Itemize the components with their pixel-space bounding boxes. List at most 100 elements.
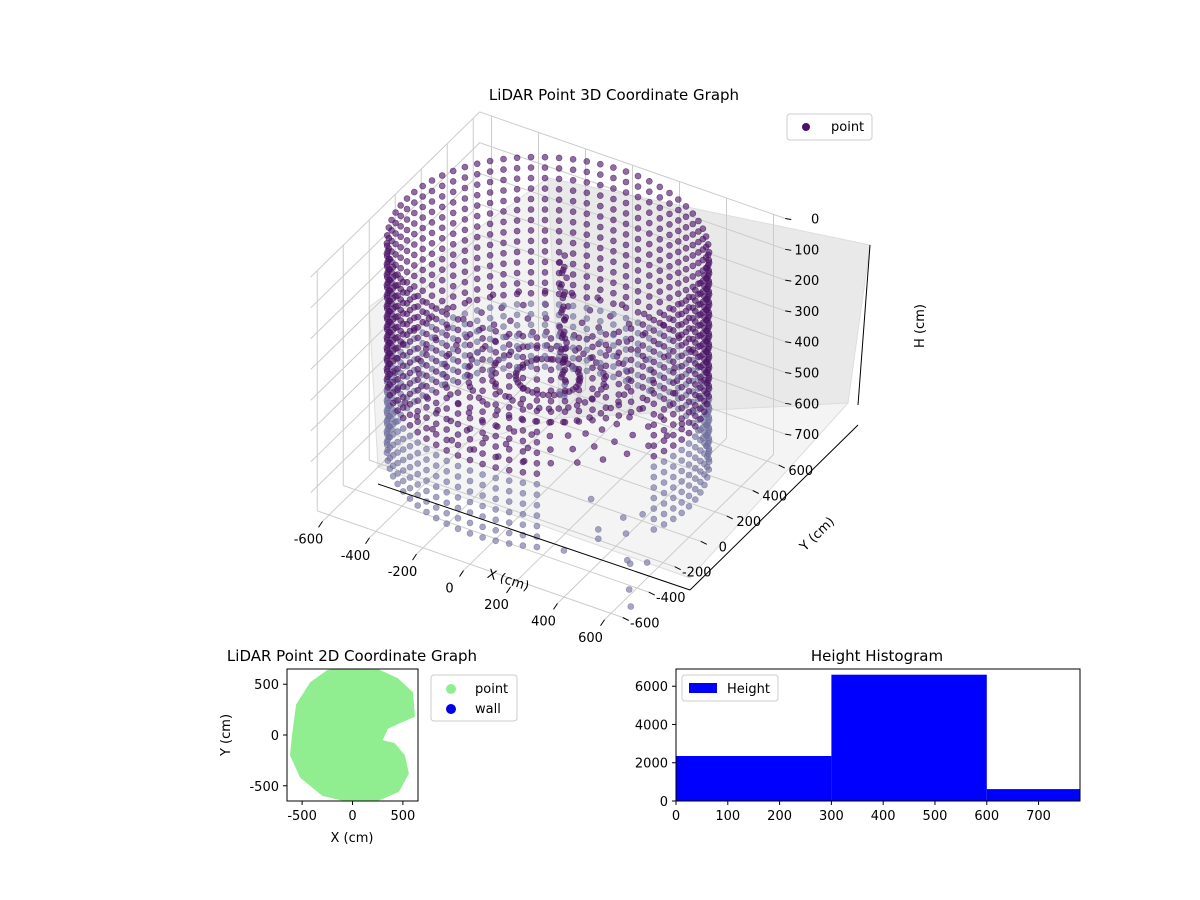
point-3d xyxy=(449,167,457,175)
point-3d xyxy=(569,239,577,247)
point-3d xyxy=(423,414,430,422)
point-3d xyxy=(505,477,513,485)
point-3d xyxy=(569,250,577,257)
histogram-bars xyxy=(676,674,1080,801)
point-3d xyxy=(634,235,642,243)
point-3d xyxy=(479,397,486,405)
point-3d xyxy=(650,410,658,418)
point-3d xyxy=(561,397,569,405)
point-3d xyxy=(500,365,507,372)
point-3d xyxy=(555,248,563,256)
point-3d xyxy=(423,351,430,359)
point-3d xyxy=(596,296,604,304)
point-3d xyxy=(454,368,462,376)
ticks-3d: -600-400-2000200400600-600-400-200020040… xyxy=(294,213,820,646)
point-3d xyxy=(691,391,699,399)
point-3d xyxy=(414,334,422,342)
x-tick-label-hist: 100 xyxy=(715,809,740,824)
point-3d xyxy=(492,338,500,346)
point-3d xyxy=(500,302,507,310)
point-3d xyxy=(513,301,521,308)
point-3d xyxy=(569,187,577,194)
point-3d xyxy=(385,224,393,231)
point-3d xyxy=(466,446,474,453)
point-3d xyxy=(533,470,541,478)
point-3d xyxy=(449,261,457,269)
point-3d xyxy=(634,214,642,222)
point-3d xyxy=(443,384,451,391)
point-3d xyxy=(575,344,583,352)
point-3d xyxy=(473,244,481,251)
point-3d xyxy=(622,178,630,186)
point-3d xyxy=(660,521,668,528)
point-3d xyxy=(561,376,569,384)
point-3d xyxy=(461,195,469,202)
point-3d xyxy=(691,349,699,357)
point-3d xyxy=(473,286,481,293)
point-3d xyxy=(685,293,693,301)
point-3d xyxy=(610,164,617,171)
point-3d xyxy=(594,390,601,398)
point-3d xyxy=(519,416,527,424)
point-3d xyxy=(547,366,555,374)
point-3d xyxy=(454,410,462,417)
point-3d xyxy=(650,515,658,523)
point-3d xyxy=(656,246,664,253)
point-3d xyxy=(410,199,418,206)
point-3d xyxy=(569,386,577,393)
point-3d xyxy=(519,479,527,487)
point-3d xyxy=(500,155,507,163)
point-3d xyxy=(596,338,604,346)
point-3d xyxy=(697,384,704,392)
point-3d xyxy=(505,519,513,526)
point-3d xyxy=(691,339,699,346)
y-tick-label-2d: 0 xyxy=(271,729,279,744)
point-3d xyxy=(414,428,422,436)
point-3d xyxy=(414,355,422,363)
y-tick-3d xyxy=(674,566,681,571)
point-3d xyxy=(596,286,604,294)
point-3d xyxy=(639,394,647,402)
point-3d xyxy=(610,237,617,245)
point-3d xyxy=(428,292,436,300)
point-3d xyxy=(443,405,451,412)
x-tick-label-2d: 500 xyxy=(390,809,415,824)
point-3d xyxy=(678,436,686,443)
point-3d xyxy=(519,395,527,403)
point-3d xyxy=(561,316,569,324)
point-3d xyxy=(423,362,430,369)
point-3d xyxy=(397,244,405,251)
point-3d xyxy=(443,447,451,454)
point-3d xyxy=(691,433,699,441)
point-3d xyxy=(406,296,414,303)
point-3d xyxy=(414,407,422,415)
point-3d xyxy=(610,216,617,224)
z-tick-label-3d: 300 xyxy=(794,305,819,320)
point-3d xyxy=(394,333,401,341)
point-3d xyxy=(656,225,664,233)
z-tick-3d xyxy=(785,310,792,313)
point-3d xyxy=(583,325,591,333)
point-3d xyxy=(578,319,586,327)
point-3d xyxy=(573,459,581,466)
point-3d xyxy=(669,431,677,439)
point-3d xyxy=(674,279,682,287)
point-3d xyxy=(443,415,451,423)
point-3d xyxy=(414,502,422,509)
point-3d xyxy=(660,395,668,403)
point-3d xyxy=(479,534,486,541)
point-3d xyxy=(428,198,436,205)
point-3d xyxy=(583,336,591,343)
plot-2d-title: LiDAR Point 2D Coordinate Graph xyxy=(227,647,477,665)
point-3d xyxy=(466,320,474,328)
point-3d xyxy=(541,195,549,203)
point-3d xyxy=(466,467,474,474)
point-3d xyxy=(519,468,527,476)
point-3d xyxy=(589,374,596,382)
point-3d xyxy=(678,478,686,485)
point-3d xyxy=(615,359,623,367)
point-3d xyxy=(449,293,457,300)
point-3d xyxy=(674,238,682,245)
point-3d xyxy=(625,586,633,593)
z-tick-label-3d: 500 xyxy=(794,367,819,382)
